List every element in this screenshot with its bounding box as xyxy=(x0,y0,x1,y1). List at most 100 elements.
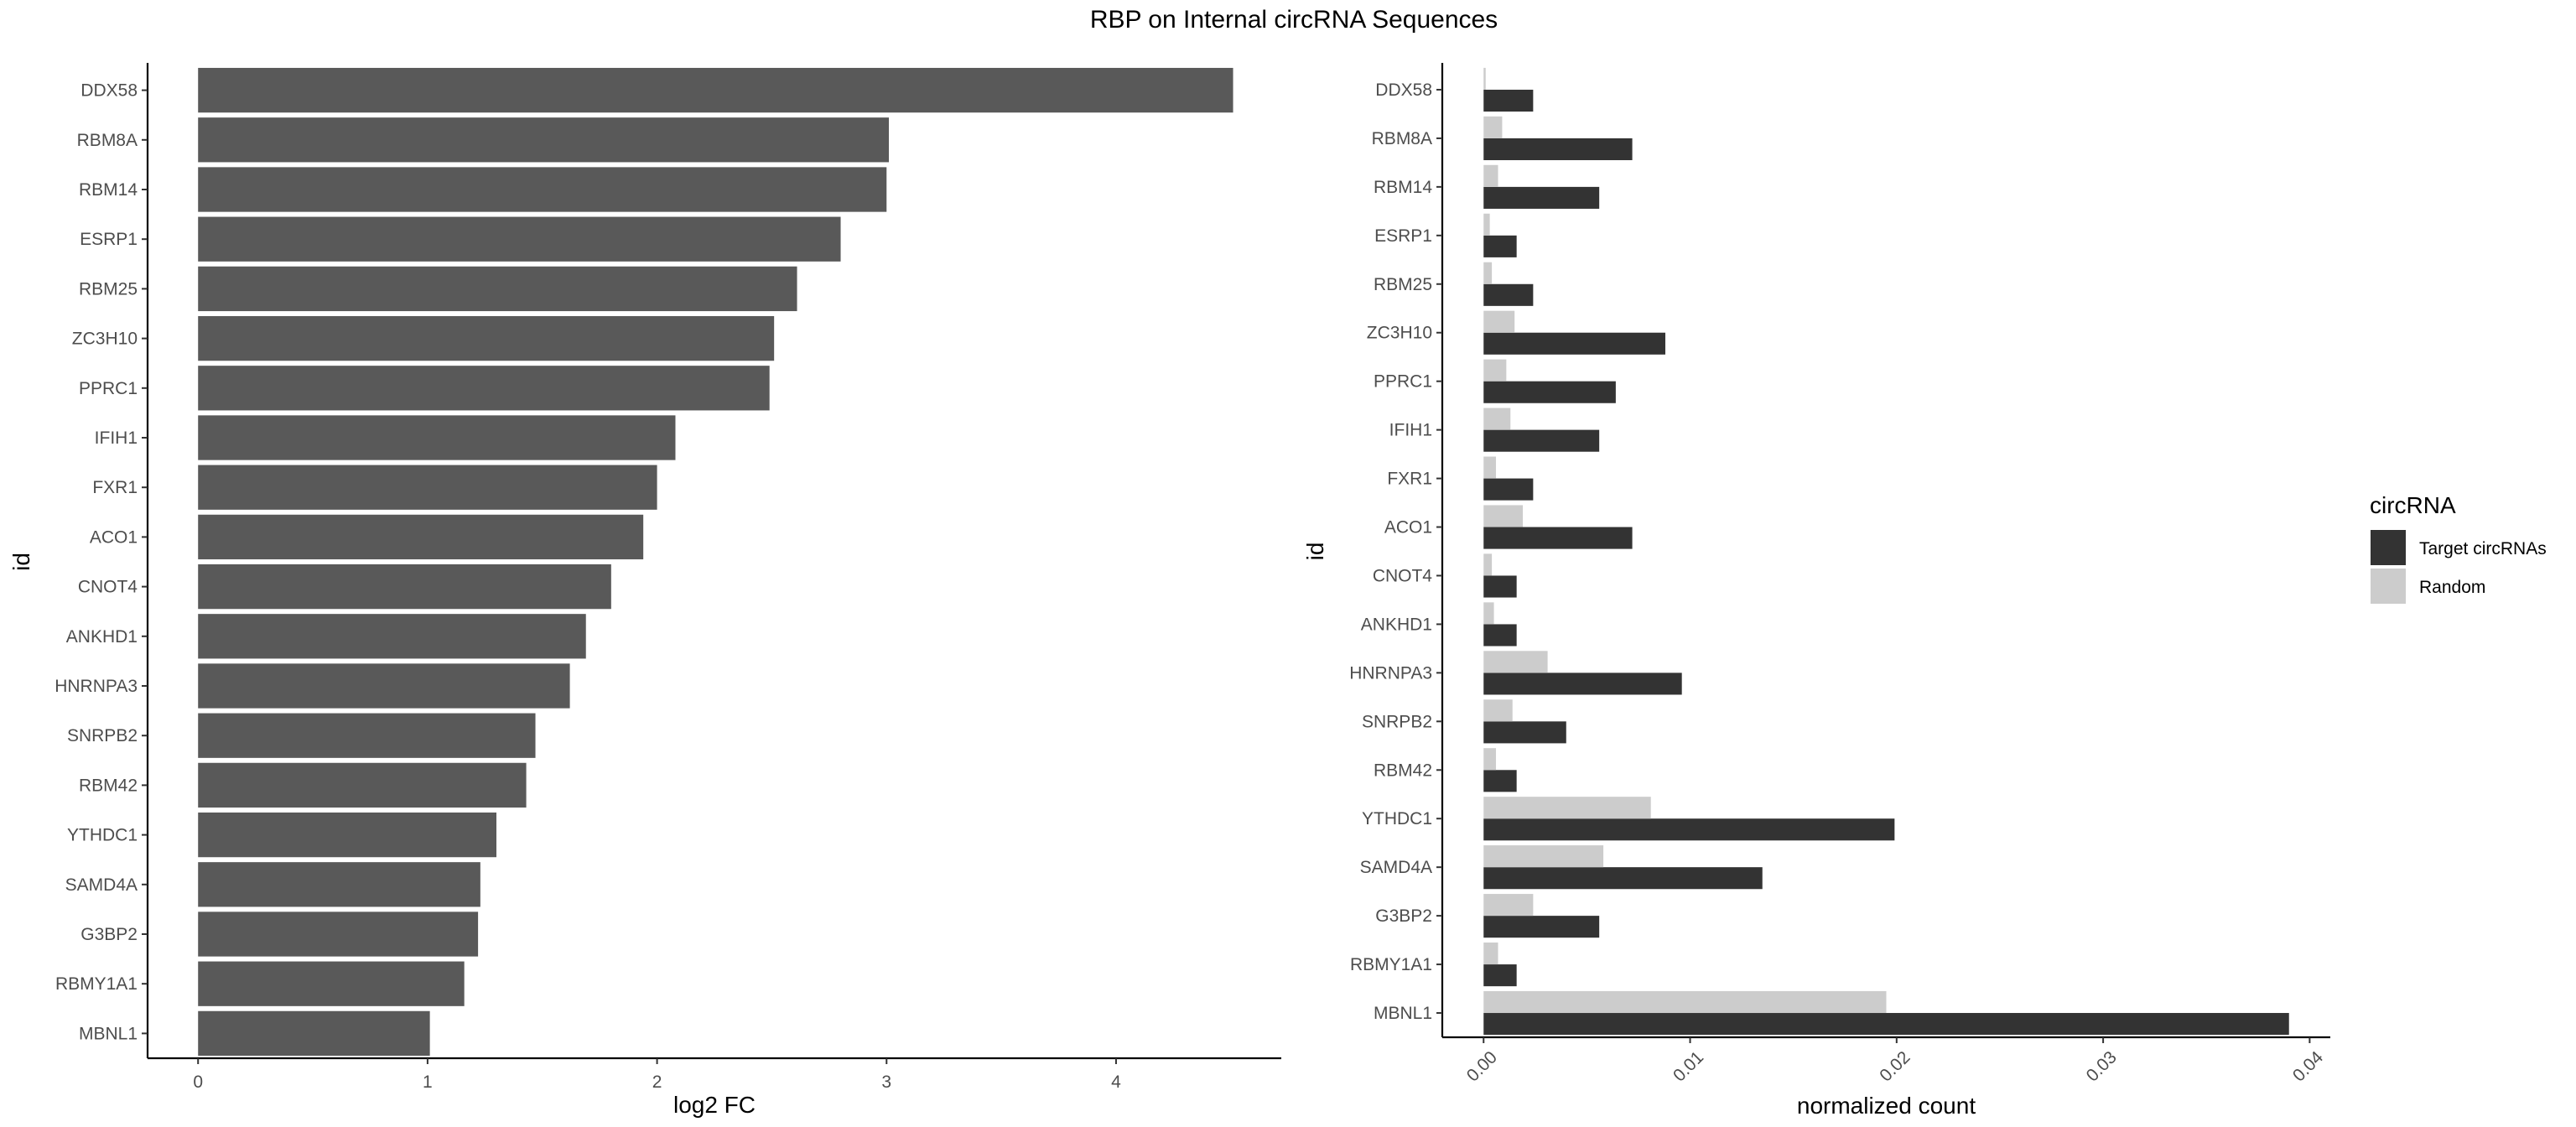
legend-key-target xyxy=(2371,530,2406,565)
bar-random-ankhd1 xyxy=(1483,602,1494,625)
bar-target-g3bp2 xyxy=(1483,916,1600,938)
y-tick-label-mbnl1: MBNL1 xyxy=(79,1024,138,1043)
legend-title: circRNA xyxy=(2370,492,2456,518)
bar-samd4a xyxy=(198,862,480,907)
bar-rbm42 xyxy=(198,762,527,808)
y-tick-label-rbm14: RBM14 xyxy=(1374,178,1432,197)
y-tick-label-aco1: ACO1 xyxy=(1384,518,1432,538)
bar-rbm8a xyxy=(198,117,890,163)
bar-target-mbnl1 xyxy=(1483,1013,2289,1036)
bar-target-rbm14 xyxy=(1483,186,1600,209)
y-tick-label-rbm25: RBM25 xyxy=(1374,275,1432,294)
bar-target-zc3h10 xyxy=(1483,332,1665,355)
bar-random-g3bp2 xyxy=(1483,894,1534,917)
legend-label-target: Target circRNAs xyxy=(2419,539,2547,558)
x-axis-title: log2 FC xyxy=(673,1092,756,1118)
bar-random-hnrnpa3 xyxy=(1483,651,1548,673)
bar-random-snrpb2 xyxy=(1483,699,1513,722)
y-tick-label-esrp1: ESRP1 xyxy=(1374,226,1432,246)
y-tick-label-ifih1: IFIH1 xyxy=(95,428,138,448)
figure-title: RBP on Internal circRNA Sequences xyxy=(1090,6,1498,34)
bar-pprc1 xyxy=(198,366,770,411)
bar-target-ythdc1 xyxy=(1483,818,1895,841)
y-tick-label-zc3h10: ZC3H10 xyxy=(1367,324,1432,343)
bar-random-samd4a xyxy=(1483,845,1604,868)
bar-ythdc1 xyxy=(198,812,497,858)
y-tick-label-snrpb2: SNRPB2 xyxy=(1362,712,1432,731)
y-tick-label-snrpb2: SNRPB2 xyxy=(67,726,138,745)
bar-random-fxr1 xyxy=(1483,456,1497,479)
x-tick-label: 2 xyxy=(652,1072,662,1092)
bar-target-snrpb2 xyxy=(1483,721,1566,744)
y-tick-label-hnrnpa3: HNRNPA3 xyxy=(1349,663,1432,683)
y-tick-label-ddx58: DDX58 xyxy=(1375,80,1432,100)
x-tick-label: 1 xyxy=(423,1072,433,1092)
bar-mbnl1 xyxy=(198,1010,430,1057)
y-tick-label-rbm8a: RBM8A xyxy=(1372,129,1432,148)
y-tick-label-pprc1: PPRC1 xyxy=(1374,372,1432,392)
x-tick-label: 3 xyxy=(881,1072,891,1092)
y-tick-label-mbnl1: MBNL1 xyxy=(1374,1004,1432,1023)
bar-target-pprc1 xyxy=(1483,381,1616,403)
y-tick-label-rbmy1a1: RBMY1A1 xyxy=(55,974,138,994)
y-tick-label-rbm8a: RBM8A xyxy=(77,131,138,150)
y-tick-label-ankhd1: ANKHD1 xyxy=(66,627,138,647)
y-tick-label-ythdc1: YTHDC1 xyxy=(1362,809,1432,828)
y-tick-label-cnot4: CNOT4 xyxy=(1373,566,1432,585)
bar-target-ifih1 xyxy=(1483,429,1600,452)
y-tick-label-ankhd1: ANKHD1 xyxy=(1361,615,1432,634)
bar-random-mbnl1 xyxy=(1483,990,1887,1014)
bar-random-pprc1 xyxy=(1483,359,1507,382)
bar-random-ifih1 xyxy=(1483,408,1511,430)
y-tick-label-rbm25: RBM25 xyxy=(79,279,138,299)
y-tick-label-hnrnpa3: HNRNPA3 xyxy=(55,677,138,696)
bar-random-ythdc1 xyxy=(1483,797,1651,819)
y-tick-label-samd4a: SAMD4A xyxy=(1360,858,1432,877)
y-tick-label-rbm42: RBM42 xyxy=(79,776,138,795)
bar-random-rbm25 xyxy=(1483,262,1493,284)
bar-zc3h10 xyxy=(198,315,775,361)
bar-target-esrp1 xyxy=(1483,235,1517,257)
bar-target-ankhd1 xyxy=(1483,624,1517,647)
x-axis-title: normalized count xyxy=(1797,1093,1976,1119)
bar-rbmy1a1 xyxy=(198,961,465,1006)
y-tick-label-fxr1: FXR1 xyxy=(1387,470,1432,489)
y-tick-label-rbm14: RBM14 xyxy=(79,180,138,200)
y-tick-label-ythdc1: YTHDC1 xyxy=(67,826,138,845)
legend-label-random: Random xyxy=(2419,578,2485,597)
y-tick-label-rbmy1a1: RBMY1A1 xyxy=(1350,955,1432,974)
y-tick-label-rbm42: RBM42 xyxy=(1374,761,1432,780)
bar-random-rbm8a xyxy=(1483,116,1503,138)
bar-ankhd1 xyxy=(198,614,586,659)
bar-ifih1 xyxy=(198,415,676,460)
bar-random-rbm42 xyxy=(1483,748,1497,771)
x-tick-label: 4 xyxy=(1111,1072,1121,1092)
bar-target-ddx58 xyxy=(1483,89,1534,112)
y-tick-label-aco1: ACO1 xyxy=(90,527,138,547)
y-tick-label-ifih1: IFIH1 xyxy=(1389,421,1432,440)
bar-target-rbm42 xyxy=(1483,770,1517,792)
y-tick-label-pprc1: PPRC1 xyxy=(79,379,138,398)
left-panel-log2fc: DDX58 RBM8A RBM14 ESRP1 RBM25 ZC3H10 PPRC1 IFIH… xyxy=(8,63,1281,1118)
bar-random-rbmy1a1 xyxy=(1483,942,1498,965)
y-tick-label-cnot4: CNOT4 xyxy=(78,578,138,597)
bar-random-zc3h10 xyxy=(1483,310,1515,333)
bar-target-aco1 xyxy=(1483,527,1633,549)
bar-aco1 xyxy=(198,514,644,560)
bar-ddx58 xyxy=(198,67,1233,113)
y-axis-title: id xyxy=(1302,543,1328,561)
bar-random-cnot4 xyxy=(1483,553,1493,576)
bar-random-rbm14 xyxy=(1483,164,1498,187)
y-tick-label-ddx58: DDX58 xyxy=(80,81,138,101)
bar-target-rbm8a xyxy=(1483,138,1633,161)
bar-target-hnrnpa3 xyxy=(1483,673,1682,695)
bar-target-samd4a xyxy=(1483,867,1763,890)
bar-rbm14 xyxy=(198,167,887,212)
bar-target-rbmy1a1 xyxy=(1483,964,1517,987)
bar-target-cnot4 xyxy=(1483,575,1517,598)
bar-g3bp2 xyxy=(198,911,479,957)
y-tick-label-fxr1: FXR1 xyxy=(92,478,138,497)
legend: circRNA Target circRNAs Random xyxy=(2370,492,2547,604)
bar-random-esrp1 xyxy=(1483,213,1490,236)
